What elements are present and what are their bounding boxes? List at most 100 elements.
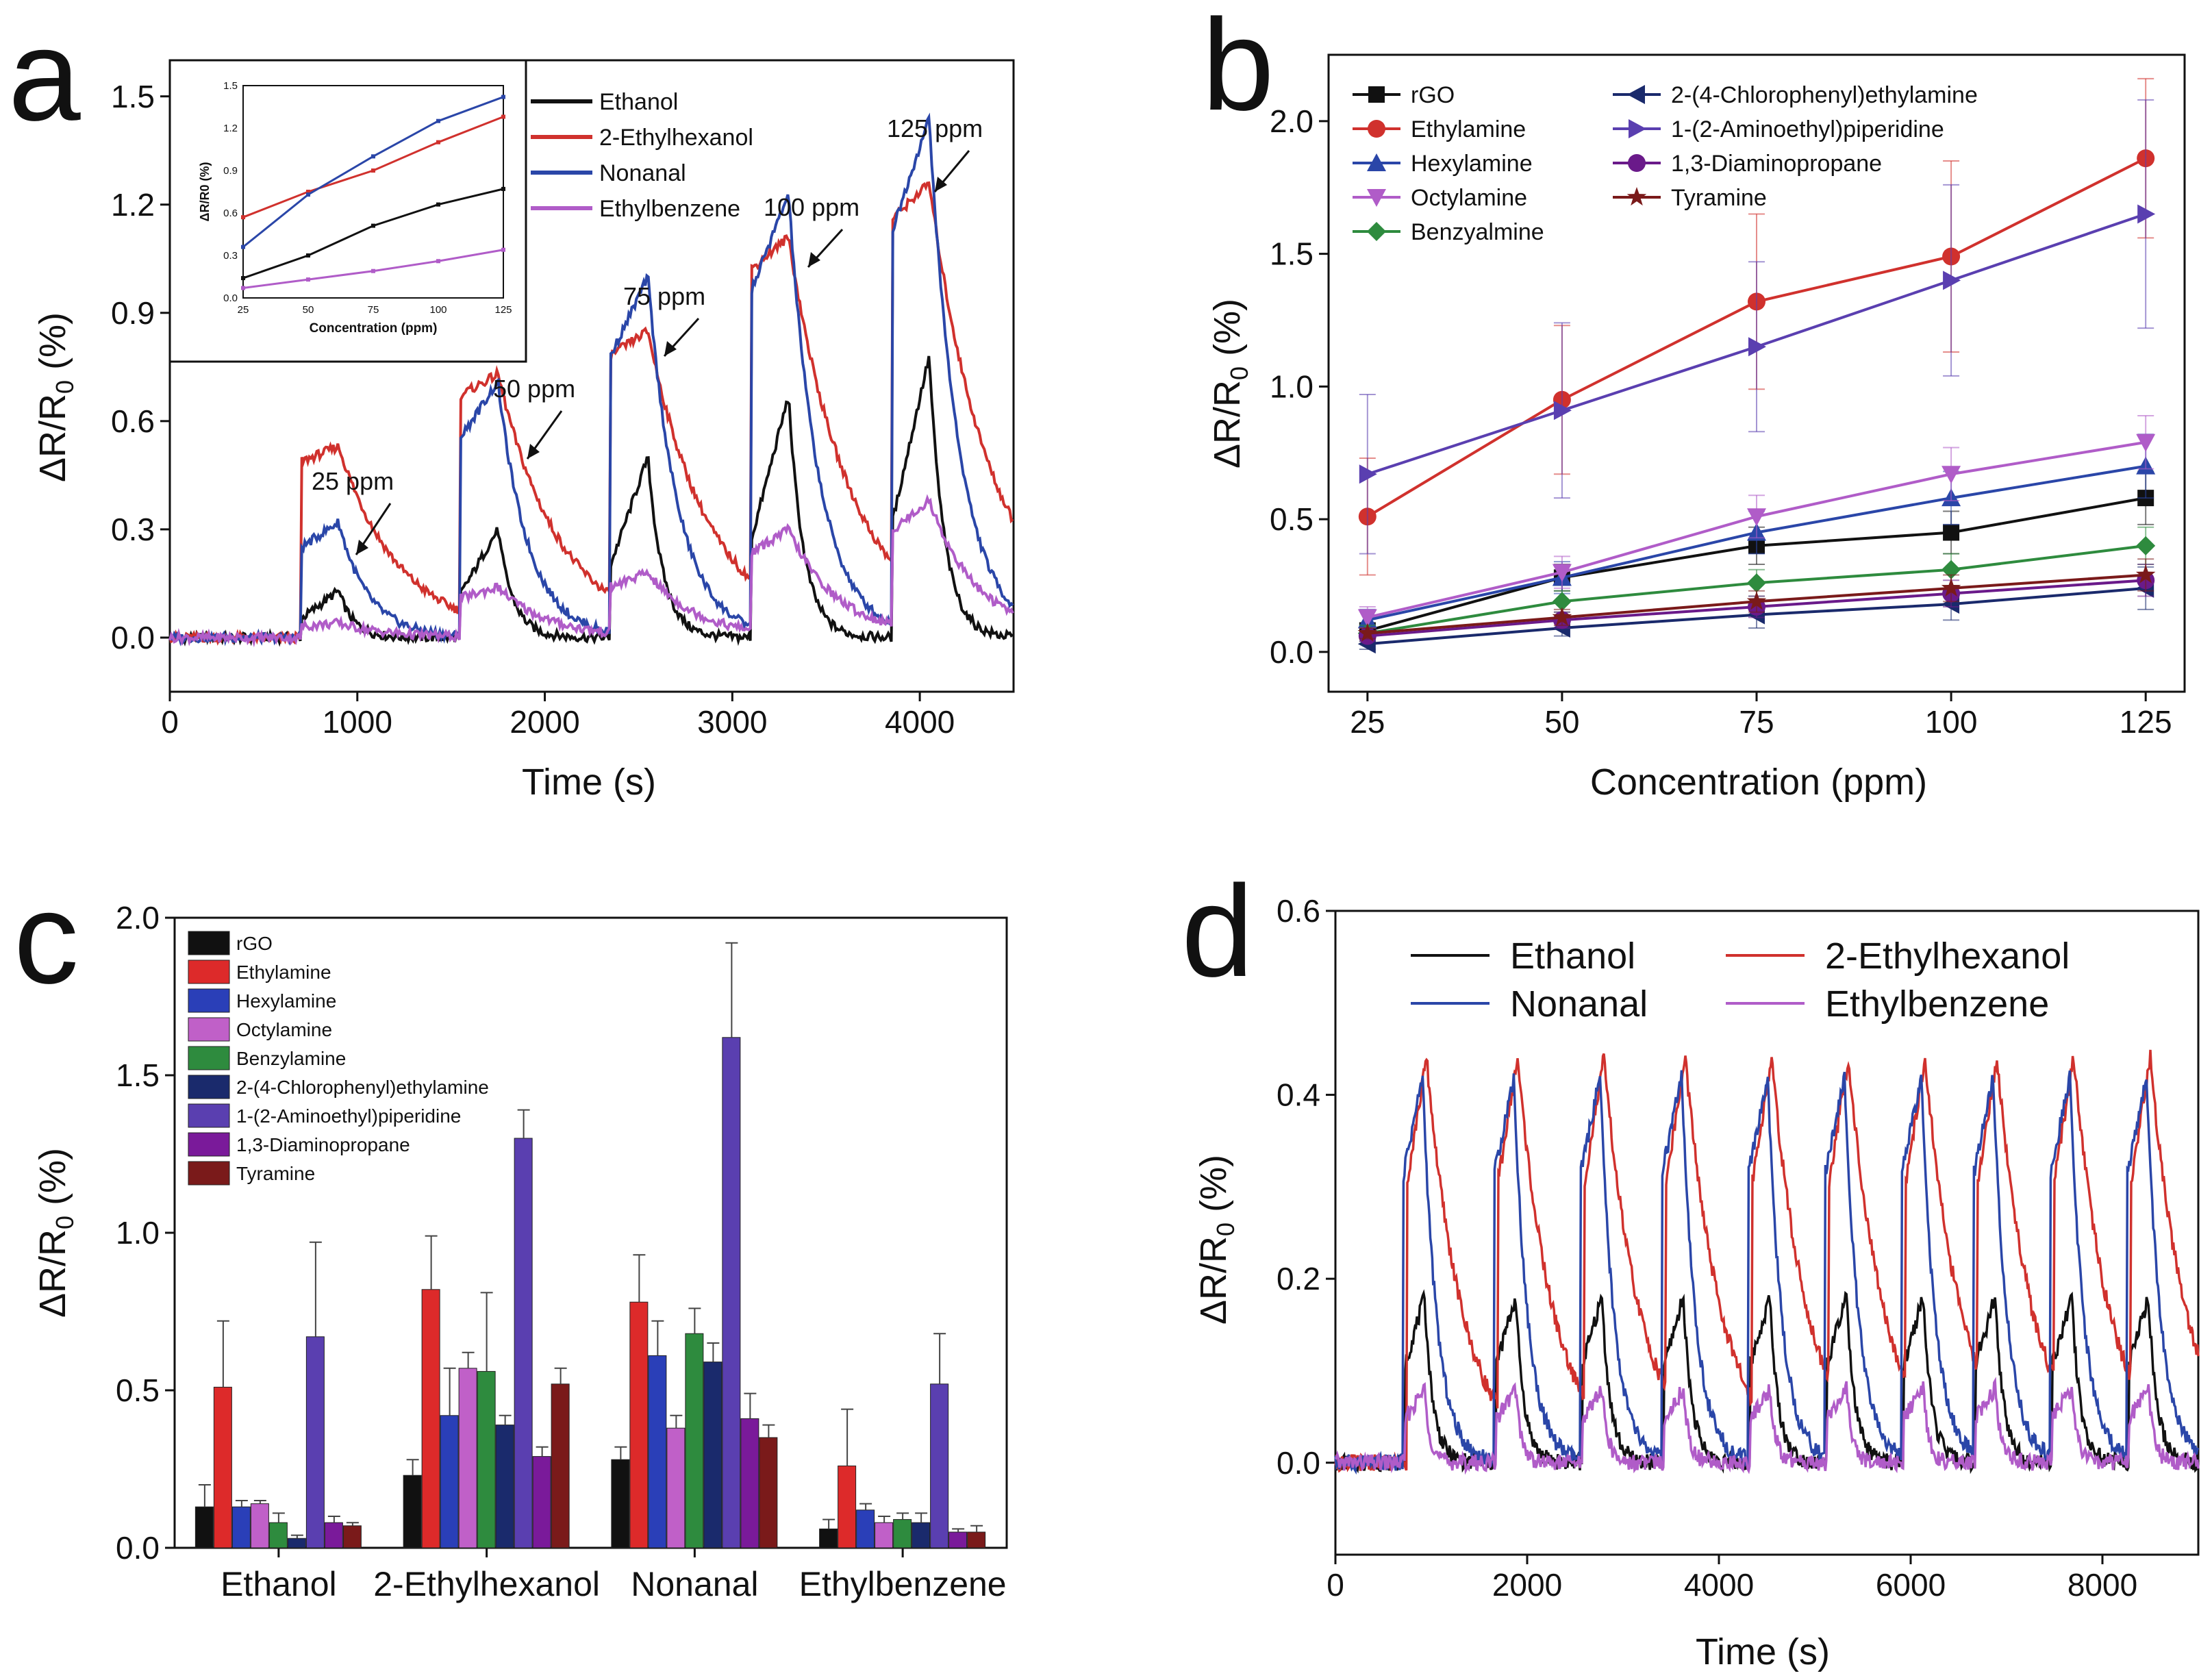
panel-c-bar	[421, 1289, 440, 1549]
panel-b-legend-label: Benzyalmine	[1411, 219, 1544, 245]
panel-c-legend-swatch	[188, 1161, 230, 1186]
panel-a-ylabel: ΔR/R0 (%)	[32, 312, 79, 482]
panel-a-inset-point	[436, 202, 440, 207]
panel-b-point	[2135, 564, 2156, 584]
panel-a-inset-ytick-label: 0.3	[223, 250, 238, 262]
panel-a-inset-point	[501, 114, 505, 119]
panel-c-bar	[458, 1368, 477, 1549]
panel-a-inset-point	[241, 286, 245, 290]
panel-b-legend-marker	[1368, 86, 1385, 103]
panel-c-bar	[324, 1522, 343, 1549]
panel-a-legend-label: Nonanal	[599, 160, 686, 186]
panel-a-ytick-label: 0.0	[111, 620, 155, 655]
panel-d-xtick-label: 0	[1327, 1567, 1344, 1603]
panel-c-bar	[740, 1418, 759, 1549]
panel-a-annotation-label: 50 ppm	[493, 375, 575, 403]
panel-b-legend-marker	[1367, 189, 1386, 207]
panel-b-legend-label: 1-(2-Aminoethyl)piperidine	[1671, 116, 1944, 142]
panel-c-bar	[948, 1531, 968, 1549]
panel-a-inset-point	[501, 247, 505, 252]
panel-c-ytick-label: 0.0	[116, 1530, 160, 1566]
panel-b-point	[1746, 591, 1767, 610]
panel-c-bar	[893, 1519, 912, 1549]
panel-a-inset-point	[436, 118, 440, 123]
panel-c-bar	[440, 1415, 459, 1549]
panel-a-ytick-label: 1.2	[111, 187, 155, 223]
panel-d-xtick-label: 2000	[1492, 1567, 1562, 1603]
panel-b-point	[1552, 564, 1572, 582]
panel-a-ytick-label: 0.3	[111, 512, 155, 547]
panel-b-point	[1943, 524, 1960, 541]
panel-a-inset-point	[436, 259, 440, 264]
panel-c-bar	[648, 1355, 667, 1549]
panel-b-point	[1552, 607, 1572, 626]
panel-d-xtick-label: 6000	[1876, 1567, 1946, 1603]
panel-b-point	[1553, 401, 1572, 421]
panel-a-ytick-label: 0.6	[111, 403, 155, 439]
panel-c-legend-label: Octylamine	[236, 1019, 332, 1040]
panel-a-xlabel: Time (s)	[522, 762, 656, 803]
panel-d-ytick-label: 0.2	[1277, 1261, 1320, 1296]
panel-a-inset-point	[436, 140, 440, 145]
panel-c-bar	[268, 1522, 288, 1549]
panel-a-annotation-label: 100 ppm	[764, 193, 859, 221]
panel-a-xtick-label: 2000	[510, 704, 579, 740]
panel-c-legend-label: Tyramine	[236, 1163, 315, 1184]
panel-d-ytick-label: 0.4	[1277, 1077, 1320, 1113]
panel-b-point	[1941, 466, 1961, 484]
panel-c-legend-label: rGO	[236, 933, 273, 954]
panel-c-category-label: Ethanol	[221, 1565, 337, 1603]
panel-c-bar	[514, 1138, 533, 1549]
panel-c-legend-label: Ethylamine	[236, 962, 331, 983]
panel-c-bar	[666, 1427, 686, 1549]
panel-a-inset-ytick-label: 0.6	[223, 208, 238, 219]
panel-letter-c: c	[14, 866, 79, 1011]
panel-c-bar	[551, 1383, 570, 1549]
panel-c-ytick-label: 1.5	[116, 1057, 160, 1093]
panel-c-bar	[930, 1383, 949, 1549]
panel-c-bar	[194, 1506, 214, 1549]
panel-b-legend-label: Hexylamine	[1411, 151, 1533, 177]
panel-b-point	[1748, 337, 1766, 357]
panel-c: 0.0 0.5 1.0 1.5 2.0 Ethanol 2-Ethylhexanol Nona…	[116, 900, 1008, 1603]
panel-b-point	[1357, 609, 1377, 627]
panel-c-legend-label: Hexylamine	[236, 990, 336, 1012]
panel-a-inset-xtick-label: 100	[429, 304, 447, 316]
panel-a-line-ethanol	[168, 355, 1014, 647]
panel-b-point	[1747, 508, 1766, 527]
panel-c-bar	[305, 1336, 325, 1549]
panel-b-legend-marker	[1629, 119, 1646, 138]
panel-b-ytick-label: 1.0	[1270, 368, 1314, 404]
panel-c-legend-swatch	[188, 988, 230, 1013]
panel-c-bar	[722, 1037, 741, 1549]
panel-b-legend-marker	[1367, 222, 1386, 241]
panel-d-line-ethylbenzene	[1334, 1377, 2200, 1475]
panel-a-annotation-arrowhead	[808, 252, 820, 267]
panel-c-category-label: Nonanal	[631, 1565, 758, 1603]
panel-b-legend-marker	[1628, 154, 1646, 172]
panel-b-xtick-label: 25	[1350, 704, 1385, 740]
panel-b-legend-label: Ethylamine	[1411, 116, 1526, 142]
panel-a-inset-point	[371, 223, 375, 228]
panel-c-category-label: Ethylbenzene	[799, 1565, 1007, 1603]
panel-a-inset-ytick-label: 0.0	[223, 292, 238, 304]
panel-b-point	[1357, 623, 1378, 642]
panel-a-inset-point	[371, 168, 375, 173]
panel-d-xtick-label: 4000	[1684, 1567, 1754, 1603]
panel-c-bar	[250, 1503, 269, 1549]
panel-b-xtick-label: 75	[1739, 704, 1774, 740]
panel-b-legend-marker	[1368, 120, 1385, 138]
panel-b-xlabel: Concentration (ppm)	[1590, 762, 1927, 803]
panel-b-ytick-label: 1.5	[1270, 236, 1314, 272]
panel-c-legend-swatch	[188, 1046, 230, 1070]
panel-b-legend-label: rGO	[1411, 82, 1455, 108]
panel-c-legend-swatch	[188, 960, 230, 984]
panel-a-legend-label: Ethanol	[599, 89, 678, 115]
panel-a-inset-ytick-label: 1.5	[223, 80, 238, 92]
panel-b-legend-label: 2-(4-Chlorophenyl)ethylamine	[1671, 82, 1978, 108]
panel-c-bar	[819, 1528, 838, 1549]
panel-letter-a: a	[8, 3, 81, 148]
panel-c-ytick-label: 0.5	[116, 1372, 160, 1408]
panel-a-inset-point	[371, 268, 375, 273]
panel-d-line-nonanal	[1334, 1070, 2200, 1475]
